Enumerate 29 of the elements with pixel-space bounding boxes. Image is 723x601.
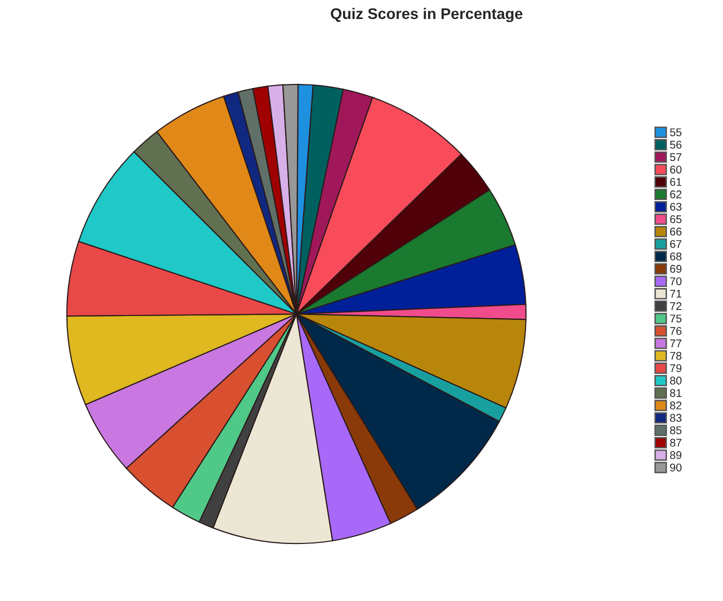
- legend-label: 68: [670, 252, 682, 260]
- legend-label: 89: [670, 451, 682, 460]
- legend-label: 55: [670, 128, 682, 136]
- legend-label: 77: [670, 340, 682, 348]
- legend-label: 79: [670, 364, 682, 372]
- legend-label: 90: [670, 464, 682, 472]
- legend-label: 85: [670, 426, 682, 434]
- legend-label: 65: [670, 215, 682, 224]
- legend-label: 81: [670, 389, 682, 397]
- legend-label: 57: [670, 153, 682, 162]
- legend-label: 72: [670, 302, 682, 310]
- legend-label: 78: [670, 352, 682, 360]
- legend-label: 69: [670, 264, 682, 273]
- legend-label: 66: [670, 228, 682, 236]
- legend-label: 61: [670, 178, 682, 186]
- legend-label: 60: [670, 166, 682, 174]
- legend-label: 63: [670, 202, 682, 211]
- legend-label: 75: [670, 314, 682, 322]
- legend-label: 71: [670, 290, 682, 298]
- legend-label: 56: [670, 140, 682, 149]
- legend-label: 76: [670, 327, 682, 335]
- legend-label: 83: [670, 414, 682, 422]
- legend-label: 82: [670, 402, 682, 410]
- legend-label: 80: [670, 376, 682, 385]
- legend-label: 87: [670, 438, 682, 447]
- legend-label: 62: [670, 190, 682, 198]
- chart-title: Quiz Scores in Percentage: [330, 8, 522, 22]
- legend-label: 70: [670, 277, 682, 286]
- legend-label: 67: [670, 240, 682, 248]
